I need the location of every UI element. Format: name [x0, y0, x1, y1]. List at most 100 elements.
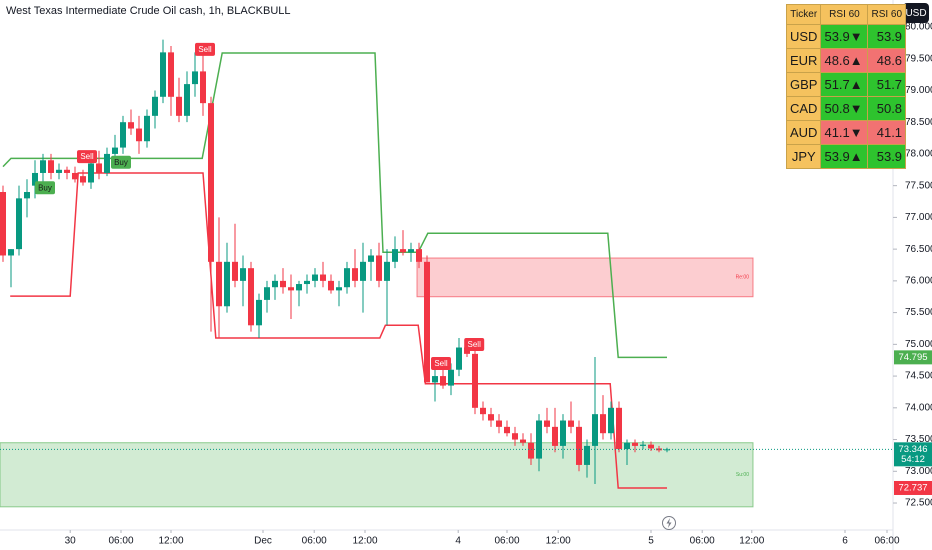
rsi-table: Ticker RSI 60 RSI 60 USD 53.9▼ 53.9 EUR 48.6▲ 48…	[785, 4, 907, 169]
x-tick-label: 12:00	[158, 536, 183, 547]
candle-body	[248, 268, 254, 326]
candle-body	[136, 128, 142, 142]
table-cell: 48.6	[867, 48, 907, 73]
candle-body	[96, 163, 102, 173]
x-tick-label: 12:00	[739, 536, 764, 547]
y-tick-label: 72.500	[905, 498, 932, 509]
table-cell: AUD	[785, 120, 822, 145]
table-cell: JPY	[785, 144, 822, 169]
candle-body	[664, 449, 670, 451]
replay-icon[interactable]	[662, 516, 676, 530]
table-cell: 50.8▼	[820, 96, 869, 121]
signal-label: Sell	[434, 359, 448, 368]
x-tick-label: 06:00	[690, 536, 715, 547]
y-tick-label: 76.500	[905, 244, 932, 255]
candle-body	[8, 249, 14, 256]
candle-body	[24, 192, 30, 199]
candle-body	[352, 268, 358, 281]
table-cell: EUR	[785, 48, 822, 73]
candle-body	[424, 261, 430, 383]
candle-body	[608, 407, 614, 434]
signal-label: Sell	[468, 340, 482, 349]
candle-body	[200, 71, 206, 104]
y-tick-label: 78.000	[905, 149, 932, 160]
candle-body	[208, 103, 214, 262]
candle-body	[88, 163, 94, 183]
candle-body	[360, 261, 366, 281]
candle-body	[344, 268, 350, 288]
candle-body	[296, 284, 302, 291]
currency-label[interactable]: USD	[905, 8, 926, 19]
candle-body	[168, 52, 174, 97]
candle-body	[568, 420, 574, 427]
candle-body	[392, 249, 398, 262]
x-tick-label: 06:00	[494, 536, 519, 547]
signal-label: Buy	[38, 183, 52, 192]
candle-body	[336, 287, 342, 291]
x-tick-label: 4	[455, 536, 461, 547]
candle-body	[64, 169, 70, 173]
icon-bolt[interactable]	[666, 518, 672, 528]
price-tag	[894, 480, 932, 495]
table-cell: GBP	[785, 72, 822, 97]
candle-body	[144, 115, 150, 142]
table-cell: USD	[785, 24, 822, 49]
candle-body	[656, 448, 662, 451]
signal-label: Buy	[114, 158, 128, 167]
price-tag	[894, 442, 932, 467]
candle-body	[104, 153, 110, 173]
candle-body	[592, 414, 598, 446]
candle-body	[112, 147, 118, 154]
candle-body	[536, 420, 542, 459]
candle-body	[232, 261, 238, 281]
table-row: USD 53.9▼ 53.9	[785, 24, 907, 49]
candle-body	[408, 249, 414, 253]
currency-badge[interactable]	[903, 3, 929, 23]
table-cell: 53.9▲	[820, 144, 869, 169]
candle-body	[184, 84, 190, 116]
zone	[0, 442, 754, 508]
candle-body	[616, 407, 622, 450]
signal-badge	[464, 337, 485, 351]
table-row: EUR 48.6▲ 48.6	[785, 48, 907, 73]
chart-title: West Texas Intermediate Crude Oil cash, …	[6, 5, 291, 17]
table-header: Ticker RSI 60 RSI 60	[785, 4, 907, 25]
price-tag-label: 73.346	[898, 444, 927, 455]
x-tick-label: 6	[842, 536, 848, 547]
candle-body	[544, 420, 550, 427]
signal-label: Sell	[198, 45, 212, 54]
icon-circle[interactable]	[662, 516, 676, 530]
signal-badge	[431, 357, 451, 371]
candle-body	[624, 442, 630, 450]
candle-body	[648, 444, 654, 449]
zone-label: Su:00	[736, 472, 749, 478]
price-tag-label: 74.795	[898, 352, 927, 363]
table-cell: RSI 60	[867, 4, 907, 25]
table-cell: 48.6▲	[820, 48, 869, 73]
candle-body	[584, 445, 590, 465]
candle-body	[160, 52, 166, 97]
candle-body	[488, 414, 494, 421]
candle-body	[280, 280, 286, 288]
table-cell: Ticker	[785, 4, 822, 25]
table-cell: 41.1▼	[820, 120, 869, 145]
candle-body	[272, 280, 278, 288]
candle-body	[320, 274, 326, 281]
candle-body	[376, 255, 382, 281]
candle-body	[528, 442, 534, 459]
candle-body	[472, 353, 478, 408]
candle-body	[328, 280, 334, 291]
y-tick-label: 74.000	[905, 402, 932, 413]
signal-badge	[111, 155, 131, 169]
candle-body	[576, 426, 582, 465]
candle-body	[520, 439, 526, 443]
candle-body	[304, 280, 310, 285]
y-tick-label: 73.000	[905, 466, 932, 477]
candle-body	[48, 160, 54, 173]
x-tick-label: Dec	[254, 536, 272, 547]
candle-body	[640, 444, 646, 446]
candle-body	[456, 347, 462, 370]
candle-body	[128, 122, 134, 129]
y-tick-label: 73.500	[905, 434, 932, 445]
